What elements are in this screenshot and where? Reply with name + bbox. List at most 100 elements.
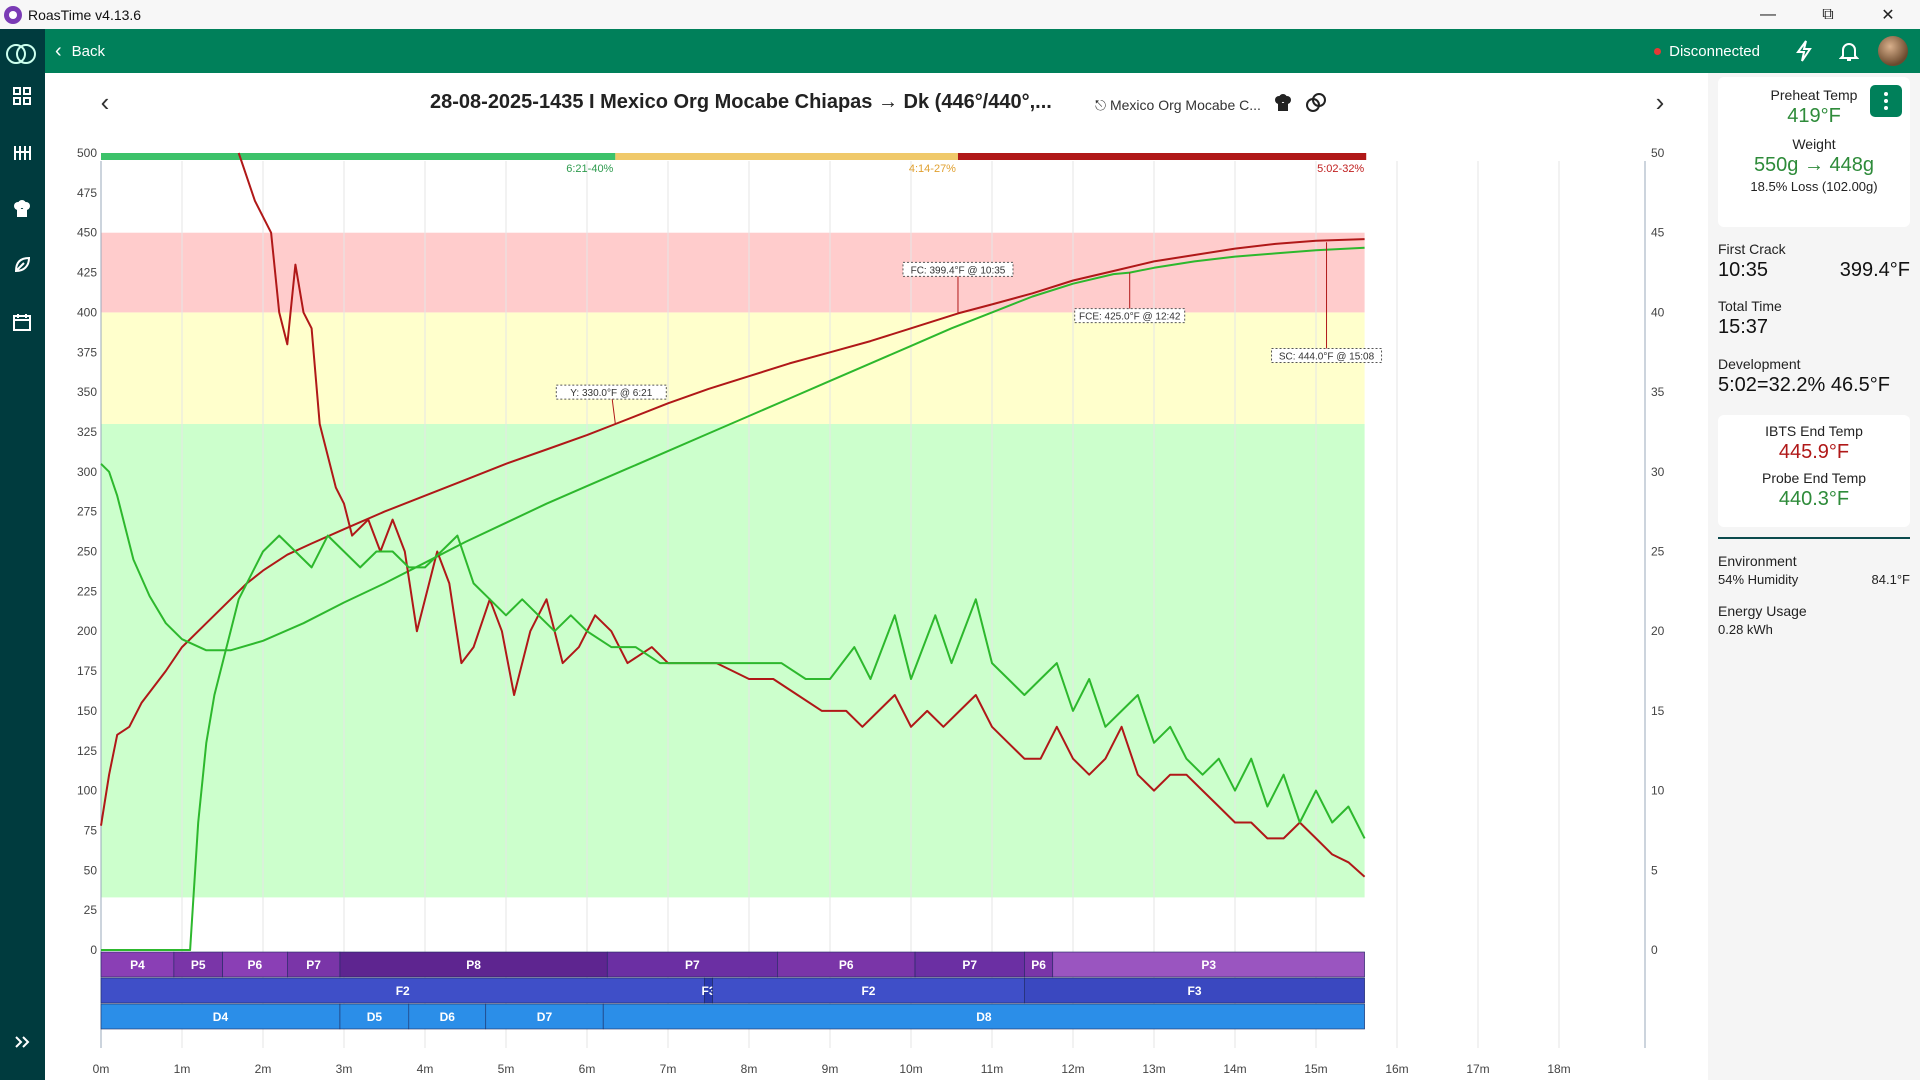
fan-segment-label: F2 (396, 984, 410, 998)
first-crack-label: First Crack (1718, 241, 1786, 257)
chef-hat-icon[interactable] (9, 196, 35, 222)
drum-segment-label: D4 (213, 1010, 229, 1024)
app-logo-icon (4, 5, 22, 24)
weight-label: Weight (1792, 136, 1836, 152)
fan-segment (100, 977, 705, 1004)
roaster-icon[interactable] (9, 139, 35, 165)
fan-segment-label: F3 (1187, 984, 1201, 998)
y-left-tick-label: 250 (77, 545, 97, 559)
energy-value: 0.28 kWh (1718, 622, 1773, 637)
y-right-tick-label: 20 (1651, 624, 1665, 638)
temp-zone-band (101, 312, 1365, 424)
weight-value: 550g → 448g (1753, 154, 1875, 176)
preheat-value: 419°F (1787, 105, 1841, 127)
fan-segment-label: F3 (701, 984, 715, 998)
recipe-chef-hat-icon[interactable] (1273, 93, 1293, 118)
app-rings-logo-icon[interactable] (5, 41, 37, 67)
y-left-tick-label: 150 (77, 704, 97, 718)
phase-bar-segment (101, 153, 616, 160)
dashboard-icon[interactable] (9, 83, 35, 109)
window-titlebar: RoasTime v4.13.6 — ⧉ ✕ (0, 0, 1920, 29)
first-crack-section: First Crack 10:35 399.4°F (1718, 241, 1910, 282)
y-right-tick-label: 50 (1651, 146, 1665, 160)
top-bar: ‹ Back Disconnected (45, 29, 1920, 73)
next-roast-button[interactable]: › (1655, 87, 1665, 117)
development-label: Development (1718, 356, 1801, 372)
bell-icon[interactable] (1835, 37, 1863, 65)
x-tick-label: 9m (822, 1062, 839, 1076)
drum-segment (602, 1003, 1365, 1030)
x-tick-label: 3m (336, 1062, 353, 1076)
power-segment-label: P3 (1201, 958, 1216, 972)
calendar-icon[interactable] (9, 309, 35, 335)
x-tick-label: 16m (1385, 1062, 1408, 1076)
phase-bar-segment (615, 153, 958, 160)
temp-zone-band (101, 423, 1365, 898)
restore-button[interactable]: ⧉ (1822, 5, 1834, 23)
bean-leaf-icon[interactable] (9, 252, 35, 278)
y-left-tick-label: 500 (77, 146, 97, 160)
y-left-tick-label: 450 (77, 226, 97, 240)
annotation-label: Y: 330.0°F @ 6:21 (570, 388, 652, 399)
panel-divider (1718, 537, 1910, 539)
user-avatar[interactable] (1878, 36, 1908, 66)
y-right-tick-label: 45 (1651, 226, 1665, 240)
power-segment (287, 951, 341, 978)
x-tick-label: 18m (1547, 1062, 1570, 1076)
close-window-button[interactable]: ✕ (1881, 6, 1895, 24)
annotation-box (1074, 308, 1186, 324)
x-tick-label: 14m (1223, 1062, 1246, 1076)
sidebar (0, 29, 45, 1080)
fan-segment (712, 977, 1025, 1004)
bean-link[interactable]: ⎋ Mexico Org Mocabe C... (1095, 97, 1261, 114)
y-right-tick-label: 15 (1651, 704, 1665, 718)
y-right-tick-label: 25 (1651, 545, 1665, 559)
series-line-ror-ibts (237, 152, 1366, 878)
previous-roast-button[interactable]: ‹ (100, 87, 110, 117)
weight-loss: 18.5% Loss (102.00g) (1750, 179, 1878, 194)
y-left-tick-label: 125 (77, 744, 97, 758)
y-left-tick-label: 350 (77, 385, 97, 399)
annotation-box (1271, 347, 1383, 363)
phase-bar-label: 5:02-32% (1317, 163, 1364, 175)
window-title: RoasTime v4.13.6 (28, 6, 142, 23)
power-segment-label: P6 (248, 958, 263, 972)
tag-icon: ⎋ (1095, 97, 1107, 113)
x-tick-label: 8m (741, 1062, 758, 1076)
minimize-button[interactable]: — (1760, 5, 1776, 23)
drum-segment (408, 1003, 487, 1030)
y-left-tick-label: 175 (77, 664, 97, 678)
y-left-tick-label: 0 (90, 943, 97, 957)
drum-segment-label: D5 (367, 1010, 383, 1024)
power-segment (222, 951, 288, 978)
y-right-tick-label: 10 (1651, 784, 1665, 798)
power-segment-label: P6 (839, 958, 854, 972)
more-options-button[interactable] (1870, 85, 1902, 117)
humidity-value: 54% Humidity (1718, 572, 1799, 587)
end-temps-card: IBTS End Temp 445.9°F Probe End Temp 440… (1718, 415, 1910, 527)
series-line-ror-probe (101, 534, 1366, 951)
power-segment (777, 951, 916, 978)
preheat-label: Preheat Temp (1770, 87, 1858, 103)
y-left-tick-label: 300 (77, 465, 97, 479)
drum-segment-label: D6 (440, 1010, 456, 1024)
x-tick-label: 4m (417, 1062, 434, 1076)
compare-link-icon[interactable] (1305, 92, 1327, 119)
back-label: Back (71, 42, 106, 60)
drum-segment (100, 1003, 341, 1030)
development-section: Development 5:02=32.2% 46.5°F (1718, 356, 1910, 397)
drum-segment-label: D7 (537, 1010, 553, 1024)
roast-curve-chart[interactable]: 0m 1m 2m 3m 4m 5m 6m 7m 8m 9m 10m 11m 12m 13m 14m 15m 16… (45, 73, 1708, 1080)
y-left-tick-label: 275 (77, 505, 97, 519)
environment-section: Environment 54% Humidity 84.1°F (1718, 553, 1910, 587)
power-segment-label: P4 (130, 958, 145, 972)
expand-sidebar-icon[interactable] (9, 1029, 35, 1055)
ibts-end-label: IBTS End Temp (1765, 423, 1863, 439)
fan-segment (1024, 977, 1365, 1004)
lightning-icon[interactable] (1790, 37, 1818, 65)
back-button[interactable]: ‹ Back (55, 29, 105, 73)
temp-zone-band (101, 232, 1365, 313)
power-segment (173, 951, 223, 978)
connection-status-label: Disconnected (1669, 42, 1760, 60)
y-left-tick-label: 400 (77, 305, 97, 319)
